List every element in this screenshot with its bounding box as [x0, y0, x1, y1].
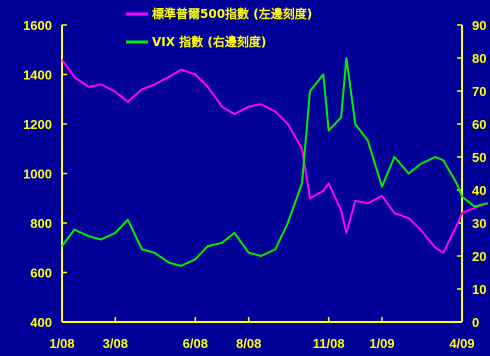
- x-tick-label: 6/08: [183, 336, 208, 351]
- right-tick-label: 70: [472, 84, 486, 99]
- right-tick-label: 40: [472, 183, 486, 198]
- right-tick-label: 80: [472, 51, 486, 66]
- left-tick-label: 800: [30, 216, 52, 231]
- x-tick-label: 4/09: [449, 336, 474, 351]
- right-tick-label: 60: [472, 117, 486, 132]
- series-line-2: [61, 57, 489, 267]
- x-tick-label: 1/09: [369, 336, 394, 351]
- right-tick-label: 30: [472, 216, 486, 231]
- right-tick-label: 20: [472, 249, 486, 264]
- legend-label-2: VIX 指數 (右邊刻度): [152, 34, 266, 49]
- left-tick-label: 1600: [23, 18, 52, 33]
- left-tick-label: 600: [30, 266, 52, 281]
- right-tick-label: 0: [472, 315, 479, 330]
- left-tick-label: 1000: [23, 167, 52, 182]
- left-tick-label: 400: [30, 315, 52, 330]
- series-line-1: [61, 59, 489, 254]
- right-tick-label: 50: [472, 150, 486, 165]
- x-tick-label: 3/08: [103, 336, 128, 351]
- legend-label-1: 標準普爾500指數 (左邊刻度): [152, 6, 312, 21]
- left-tick-label: 1200: [23, 117, 52, 132]
- right-tick-label: 10: [472, 282, 486, 297]
- x-tick-label: 1/08: [49, 336, 74, 351]
- left-tick-label: 1400: [23, 68, 52, 83]
- right-tick-label: 90: [472, 18, 486, 33]
- x-tick-label: 11/08: [313, 336, 345, 351]
- x-tick-label: 8/08: [236, 336, 261, 351]
